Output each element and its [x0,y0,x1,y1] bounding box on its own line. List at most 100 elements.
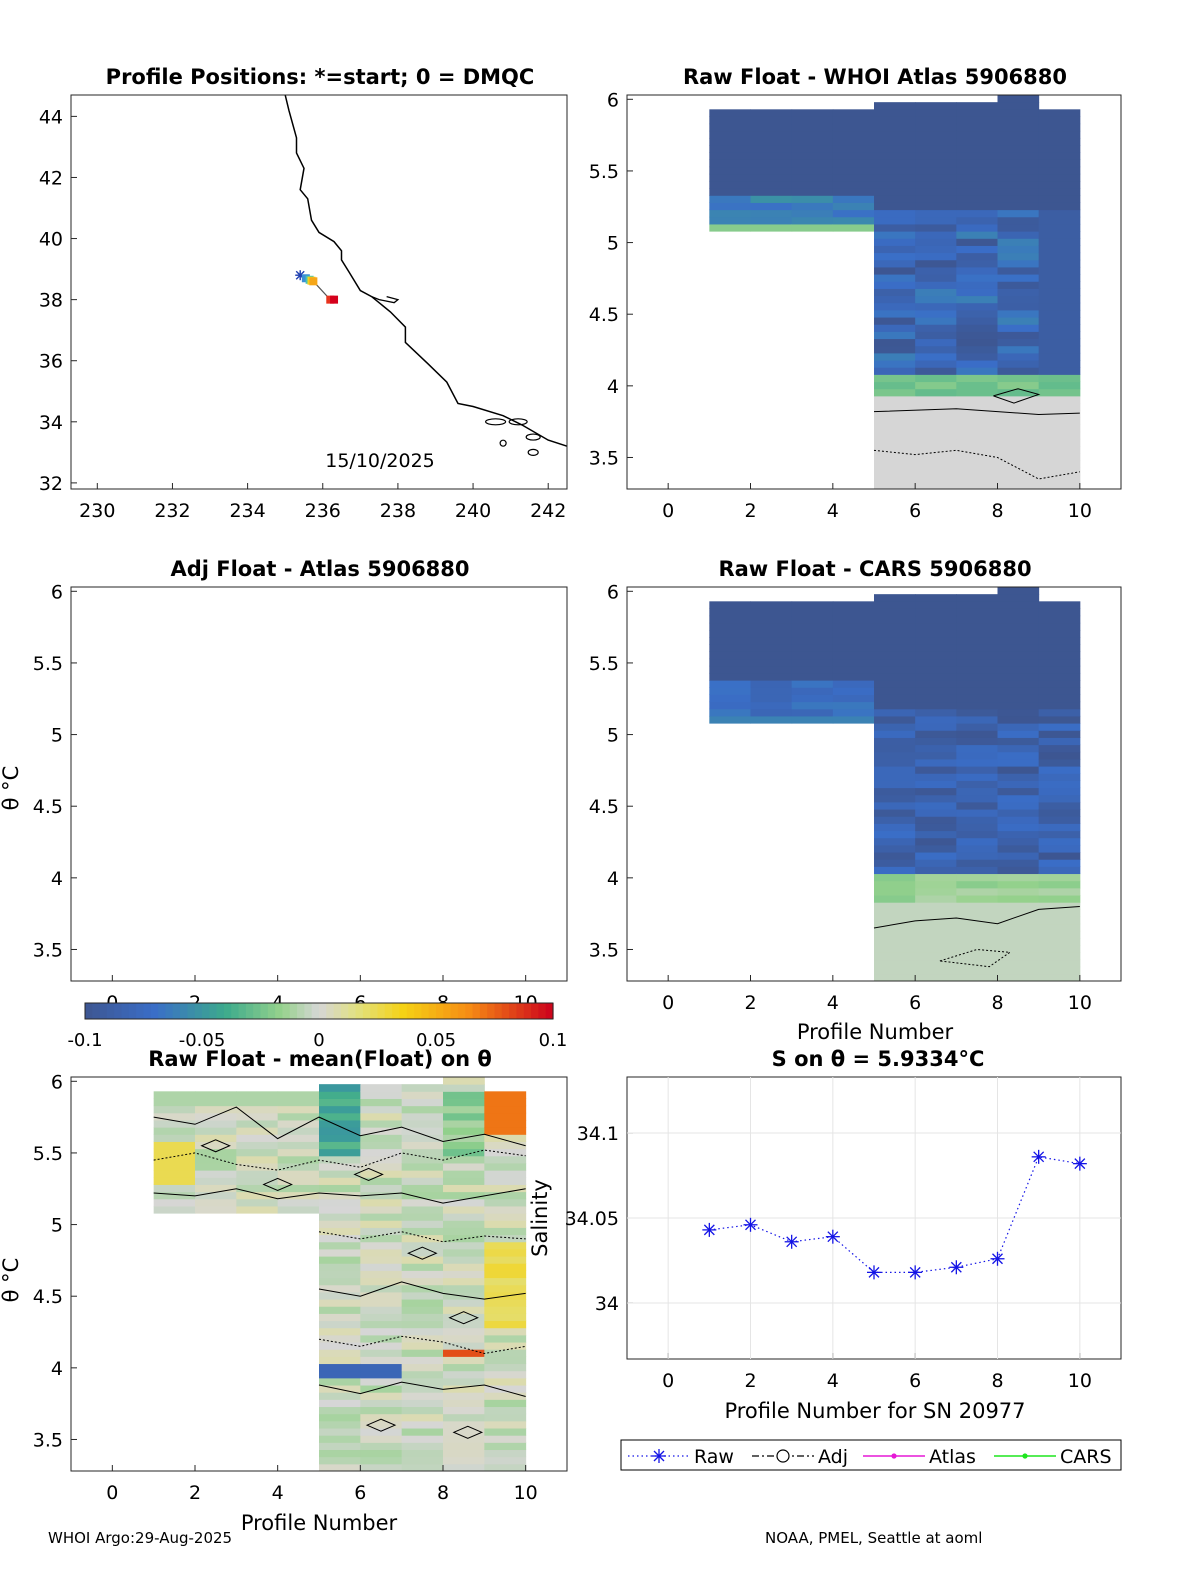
island [527,448,539,456]
colorbar-swatch [501,1003,510,1019]
mean-cell [401,1428,444,1436]
atlas-cell [956,453,998,461]
mean-cell [401,1442,444,1451]
atlas-cell [915,180,957,189]
cars-cell [874,916,916,925]
colorbar-swatch [253,1003,262,1019]
cars-cell [956,672,998,681]
atlas-cell [997,467,1040,476]
cars-cell [997,694,1040,703]
atlas-cell [997,345,1040,354]
atlas-cell [956,374,998,383]
atlas-cell [915,345,957,354]
cars-cell [750,629,793,638]
cars-cell [709,651,751,660]
mean-cell [484,1134,527,1142]
atlas-cell [915,137,957,146]
colorbar-swatch [355,1003,364,1019]
mean-cell [319,1313,361,1322]
cars-cell [997,816,1040,824]
cars-cell [1038,637,1081,645]
atlas-cell [915,431,957,440]
cars-cell [915,909,957,918]
mean-cell [401,1363,444,1372]
mean-cell [277,1141,320,1150]
atlas-cell [956,166,998,175]
colorbar-swatch [406,1003,415,1019]
mean-cell [319,1155,361,1164]
mean-cell [484,1449,527,1458]
cars-cell [997,637,1040,645]
atlas-cell [956,274,998,282]
mean-contour [318,1381,526,1397]
cars-cell [915,959,957,968]
atlas-cell [1038,424,1081,433]
cars-cell [915,895,957,903]
mean-cell [401,1456,444,1465]
mean-cell [401,1356,444,1365]
cars-cell [1038,644,1081,652]
atlas-cell [750,173,793,182]
atlas-cell [709,159,751,168]
atlas-cell [997,209,1040,218]
atlas-cell [915,403,957,411]
cars-cell [915,873,957,882]
cars-ytick-label: 6 [607,581,619,603]
atlas-cell [874,446,916,454]
atlas-cell [956,410,998,418]
atlas-cell [915,446,957,454]
cars-cell [832,608,875,617]
mean-cell [484,1198,527,1207]
atlas-cell [1038,331,1081,340]
cars-cell [997,952,1040,961]
atlas-cell [874,431,916,440]
mean-cell [195,1170,237,1178]
mean-cell [319,1220,361,1228]
mean-cell [153,1141,196,1150]
mean-cell [401,1184,444,1193]
cars-cell [997,837,1040,846]
atlas-cell [1038,166,1081,175]
atlas-cell [915,302,957,311]
mean-ylabel: θ °C [0,1258,23,1303]
cars-cell [832,708,875,717]
legend-raw-marker [652,1449,666,1463]
atlas-cell [874,403,916,411]
salinity-xtick-label: 0 [662,1370,674,1392]
cars-axes-frame [626,586,1122,982]
cars-cell [997,844,1040,853]
mean-cell [360,1428,403,1436]
atlas-cell [956,173,998,182]
cars-cell [915,830,957,839]
mean-cell [195,1205,237,1214]
cars-ytick-label: 4.5 [589,796,619,818]
atlas-cell [832,195,875,203]
cars-cell [791,680,834,688]
mean-cell [236,1198,279,1207]
atlas-cell [956,317,998,325]
atlas-cell [1038,374,1081,383]
colorbar-swatch [436,1003,444,1019]
cars-cell [956,766,998,774]
mean-ytick-label: 4.5 [33,1286,63,1308]
cars-cell [874,615,916,624]
mean-cell [319,1377,361,1386]
cars-cell [956,780,998,789]
mean-contour [318,1335,526,1355]
atlas-contour-loop [993,388,1041,404]
atlas-cell [997,288,1040,297]
atlas-cell [874,410,916,418]
mean-cell [319,1263,361,1271]
atlas-cell [956,424,998,433]
cars-cell [1038,601,1081,609]
atlas-cell [956,381,998,390]
mean-cell [360,1184,403,1193]
atlas-cell [1038,223,1081,232]
atlas-cell [874,388,916,397]
track-point [330,295,339,304]
mean-cell [195,1091,237,1099]
mean-cell [319,1162,361,1171]
atlas-cell [750,109,793,117]
atlas-cell [997,424,1040,433]
